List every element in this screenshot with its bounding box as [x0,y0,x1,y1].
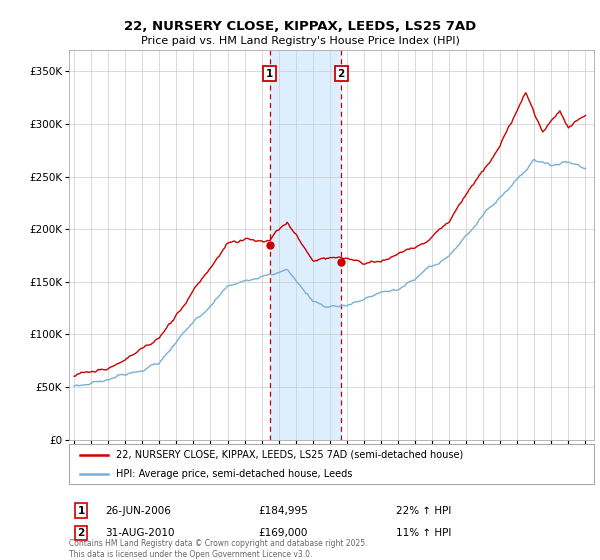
Bar [270,50,341,440]
Text: 22% ↑ HPI: 22% ↑ HPI [396,506,451,516]
Text: 31-AUG-2010: 31-AUG-2010 [105,528,175,538]
Text: 2: 2 [77,528,85,538]
Text: 22, NURSERY CLOSE, KIPPAX, LEEDS, LS25 7AD: 22, NURSERY CLOSE, KIPPAX, LEEDS, LS25 7… [124,20,476,32]
Text: 1: 1 [77,506,85,516]
Text: 11% ↑ HPI: 11% ↑ HPI [396,528,451,538]
Text: 22, NURSERY CLOSE, KIPPAX, LEEDS, LS25 7AD (semi-detached house): 22, NURSERY CLOSE, KIPPAX, LEEDS, LS25 7… [116,450,464,460]
Text: 2: 2 [338,68,345,78]
Text: 1: 1 [266,68,274,78]
Text: £169,000: £169,000 [258,528,307,538]
Text: HPI: Average price, semi-detached house, Leeds: HPI: Average price, semi-detached house,… [116,469,353,478]
Text: £184,995: £184,995 [258,506,308,516]
Text: Contains HM Land Registry data © Crown copyright and database right 2025.
This d: Contains HM Land Registry data © Crown c… [69,539,367,559]
Text: 26-JUN-2006: 26-JUN-2006 [105,506,171,516]
Text: Price paid vs. HM Land Registry's House Price Index (HPI): Price paid vs. HM Land Registry's House … [140,36,460,46]
